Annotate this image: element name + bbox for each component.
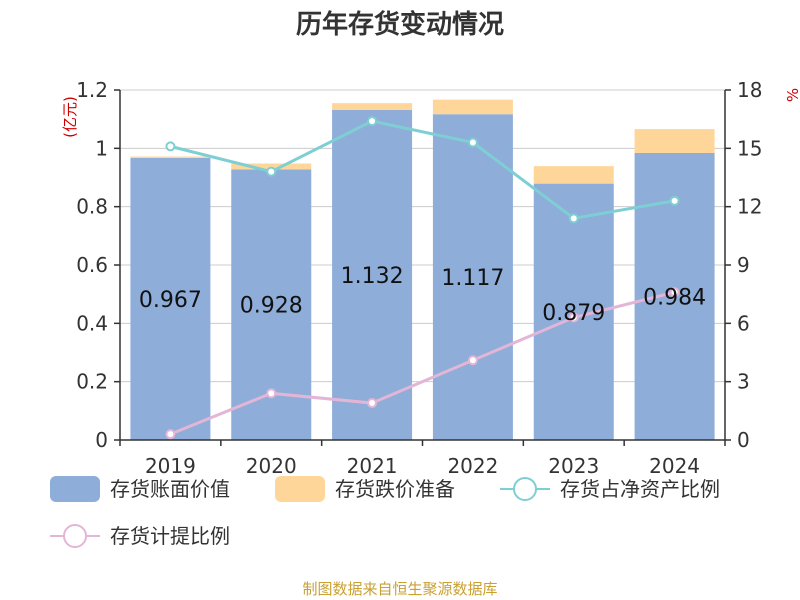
inventory-to-net-assets-line-point (467, 137, 478, 148)
impairment-reserve-bar (432, 99, 513, 115)
right-axis-tick-label: 12 (737, 195, 762, 219)
right-axis-tick-label: 3 (737, 370, 750, 394)
right-axis-tick-label: 0 (737, 428, 750, 452)
legend-item: 存货计提比例 (110, 524, 230, 548)
legend-item: 存货跌价准备 (335, 477, 455, 501)
bar-data-label: 1.117 (441, 266, 504, 291)
chart-title: 历年存货变动情况 (296, 9, 504, 40)
left-axis-tick-label: 1.2 (76, 78, 108, 102)
impairment-reserve-bar (533, 166, 614, 184)
bar-series (130, 99, 715, 441)
impairment-reserve-bar (634, 129, 715, 153)
inventory-to-net-assets-line-point (266, 166, 277, 177)
impairment-reserve-bar (332, 103, 413, 110)
left-axis-tick-label: 0.8 (76, 195, 108, 219)
provision-ratio-line-point (266, 388, 277, 399)
legend-item: 存货账面价值 (110, 477, 230, 501)
inventory-to-net-assets-line (170, 119, 675, 220)
provision-ratio-line (169, 290, 675, 436)
inventory-to-net-assets-line-point (568, 213, 579, 224)
bar-data-label: 0.984 (643, 286, 706, 311)
right-axis-tick-label: 15 (737, 136, 762, 160)
x-axis-tick-label: 2022 (447, 454, 498, 478)
axes: 0 0.2 0.4 0.6 0.8 1 1.2 0 3 6 9 12 15 18 2019 2020 2021 2… (76, 78, 762, 478)
x-axis-tick-label: 2023 (548, 454, 599, 478)
x-axis-tick-label: 2024 (649, 454, 700, 478)
legend-marker (63, 524, 87, 548)
inventory-value-bar (432, 114, 513, 440)
left-axis-tick-label: 1 (95, 136, 108, 160)
bar-data-label: 1.132 (341, 264, 404, 289)
legend-item: 存货占净资产比例 (560, 477, 720, 501)
provision-ratio-line-point (568, 312, 579, 323)
provision-ratio-line-point (669, 287, 680, 298)
gridlines (120, 89, 725, 383)
impairment-reserve-bar (130, 156, 211, 158)
left-axis-tick-label: 0.6 (76, 253, 108, 277)
bar-data-label: 0.879 (542, 301, 605, 326)
bar-data-label: 0.928 (240, 294, 303, 319)
inventory-to-net-assets-line-point (367, 116, 378, 127)
line-series (165, 116, 680, 440)
legend-swatch (50, 476, 100, 502)
inventory-value-bar (130, 157, 211, 441)
right-axis-tick-label: 9 (737, 253, 750, 277)
left-axis-tick-label: 0.2 (76, 370, 108, 394)
data-labels: 0.967 0.928 1.132 1.117 0.879 0.984 (139, 264, 706, 326)
source-note: 制图数据来自恒生聚源数据库 (302, 580, 497, 598)
legend-swatch (275, 476, 325, 502)
left-axis-unit: (亿元) (61, 96, 79, 138)
bar-data-label: 0.967 (139, 288, 202, 313)
provision-ratio-line-point (165, 429, 176, 440)
right-axis-tick-label: 6 (737, 311, 750, 335)
right-axis-tick-label: 18 (737, 78, 762, 102)
impairment-reserve-bar (231, 163, 312, 170)
left-axis-tick-label: 0.4 (76, 311, 108, 335)
left-axis-tick-label: 0 (95, 428, 108, 452)
x-axis-tick-label: 2020 (246, 454, 297, 478)
x-axis-tick-label: 2021 (347, 454, 398, 478)
right-axis-unit: % (784, 88, 800, 102)
provision-ratio-line-point (467, 355, 478, 366)
provision-ratio-line-point (367, 398, 378, 409)
inventory-value-bar (332, 109, 413, 440)
inventory-to-net-assets-line-point (165, 141, 176, 152)
x-axis-tick-label: 2019 (145, 454, 196, 478)
legend-marker (513, 477, 537, 501)
inventory-to-net-assets-line-point (669, 195, 680, 206)
